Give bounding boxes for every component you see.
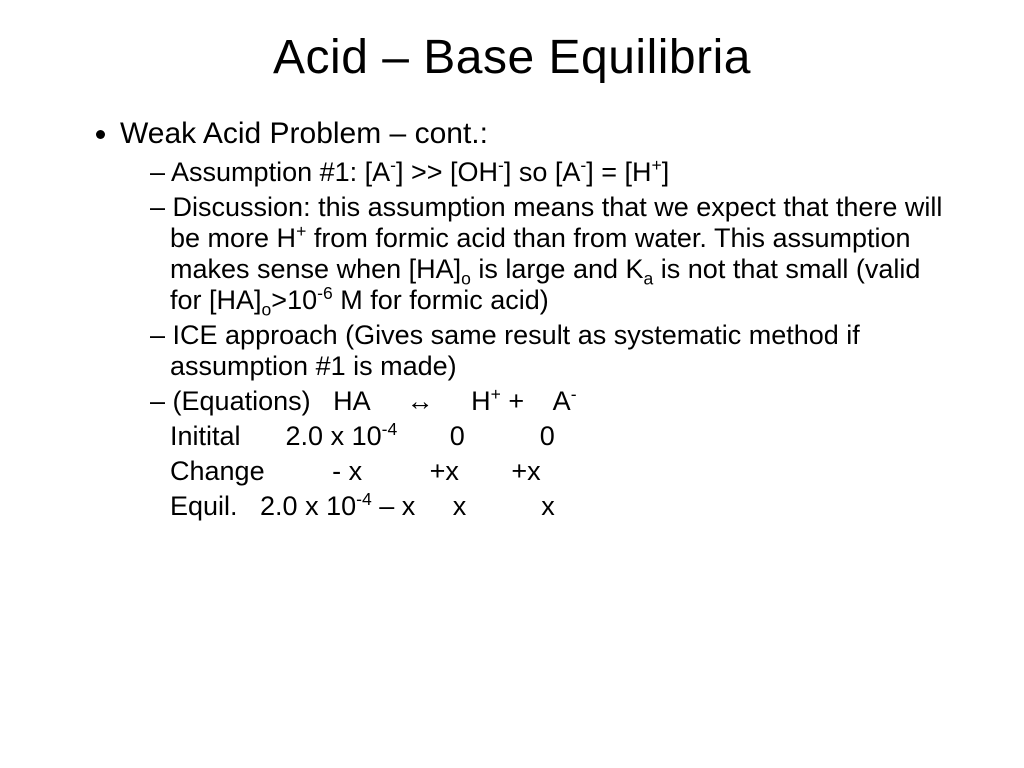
change-text: Change - x +x +x [170, 456, 541, 486]
equations-line: (Equations) HA ↔ H+ + A- [150, 386, 944, 417]
equil-end: – x x x [372, 491, 555, 521]
eq-pre: (Equations) HA ↔ H [173, 386, 491, 416]
equil-pre: Equil. 2.0 x 10 [170, 491, 356, 521]
bullet-list-level1: Weak Acid Problem – cont.: Assumption #1… [80, 115, 944, 522]
eq-mid: + A [501, 386, 571, 416]
initial-end: 0 0 [397, 421, 555, 451]
assumption-end: ] [662, 157, 670, 187]
slide-container: Acid – Base Equilibria Weak Acid Problem… [0, 0, 1024, 768]
assumption-mid1: ] >> [OH [396, 157, 498, 187]
main-bullet: Weak Acid Problem – cont.: Assumption #1… [120, 115, 944, 522]
assumption-mid2: ] so [A [504, 157, 581, 187]
discussion-line: Discussion: this assumption means that w… [150, 192, 944, 316]
sub-a: a [644, 268, 654, 288]
bullet-list-level2: Assumption #1: [A-] >> [OH-] so [A-] = [… [120, 157, 944, 523]
sup-minus: - [571, 384, 577, 404]
sup-plus: + [491, 384, 501, 404]
sup-neg6: -6 [317, 283, 333, 303]
ice-line: ICE approach (Gives same result as syste… [150, 320, 944, 382]
initial-line: Initital 2.0 x 10-4 0 0 [150, 421, 944, 452]
sub-o: o [262, 299, 272, 319]
assumption-mid3: ] = [H [586, 157, 651, 187]
assumption-pre: Assumption #1: [A [171, 157, 390, 187]
ice-text: ICE approach (Gives same result as syste… [170, 320, 860, 381]
disc-end: M for formic acid) [333, 285, 549, 315]
disc-mid2: is large and K [471, 254, 644, 284]
sup-neg4: -4 [356, 489, 372, 509]
initial-pre: Initital 2.0 x 10 [170, 421, 382, 451]
disc-mid4: >10 [271, 285, 317, 315]
change-line: Change - x +x +x [150, 456, 944, 487]
sup-neg4: -4 [382, 419, 398, 439]
assumption-line: Assumption #1: [A-] >> [OH-] so [A-] = [… [150, 157, 944, 188]
equil-line: Equil. 2.0 x 10-4 – x x x [150, 491, 944, 522]
sup-plus: + [652, 155, 662, 175]
sup-plus: + [296, 221, 306, 241]
main-bullet-text: Weak Acid Problem – cont.: [120, 117, 488, 150]
slide-title: Acid – Base Equilibria [80, 30, 944, 85]
